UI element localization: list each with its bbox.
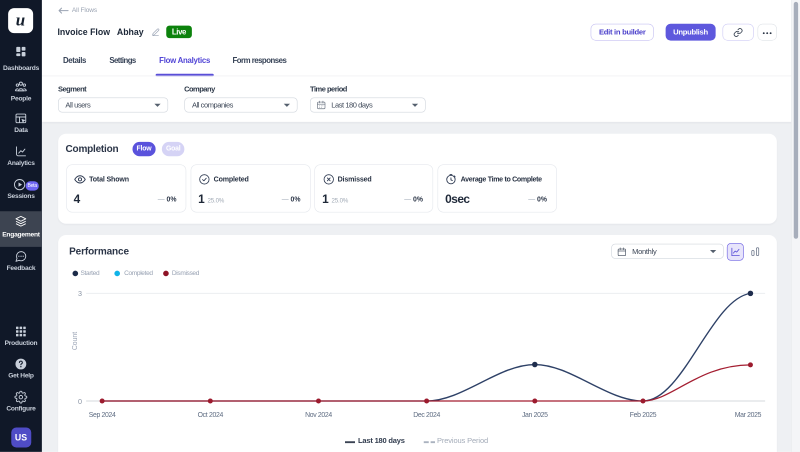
svg-text:Nov 2024: Nov 2024	[305, 412, 332, 419]
svg-text:0: 0	[78, 398, 82, 406]
svg-text:Sep 2024: Sep 2024	[89, 412, 116, 419]
svg-text:Jan 2025: Jan 2025	[522, 412, 548, 419]
svg-text:Count: Count	[72, 332, 79, 350]
svg-text:3: 3	[78, 290, 82, 298]
svg-text:Feb 2025: Feb 2025	[630, 412, 657, 419]
svg-text:Mar 2025: Mar 2025	[735, 412, 762, 419]
svg-text:Oct 2024: Oct 2024	[198, 412, 224, 419]
svg-text:Dec 2024: Dec 2024	[413, 412, 440, 419]
